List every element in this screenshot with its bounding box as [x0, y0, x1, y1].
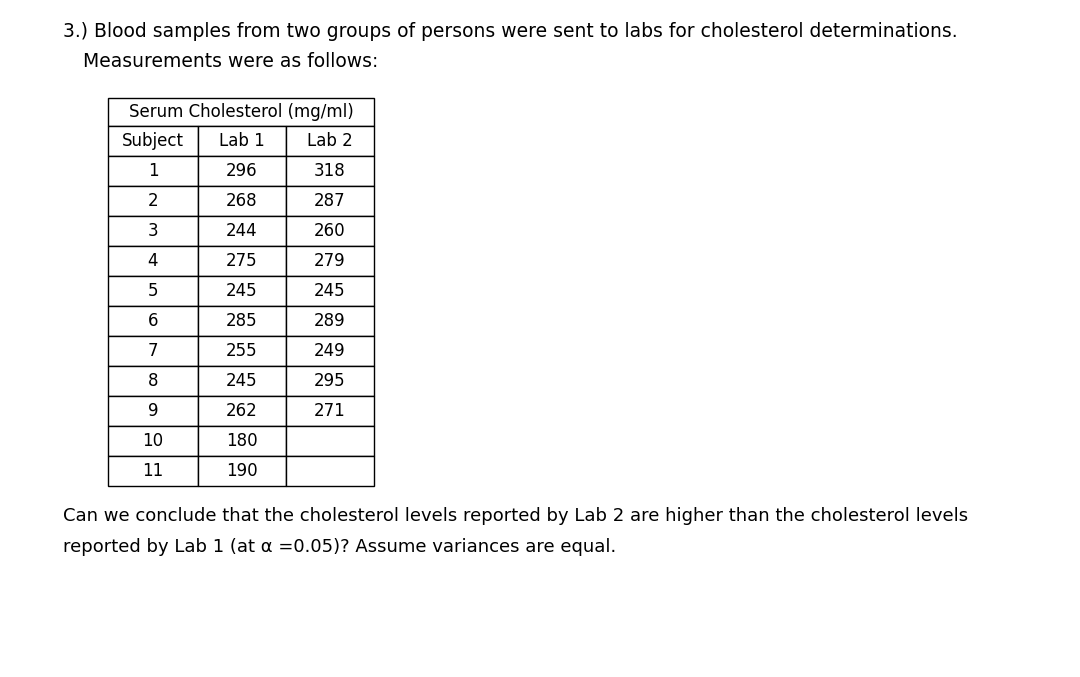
Bar — [198, 306, 286, 336]
Text: 11: 11 — [143, 462, 164, 480]
Bar — [286, 186, 374, 216]
Bar — [108, 98, 374, 126]
Text: 1: 1 — [148, 162, 159, 180]
Bar — [198, 246, 286, 276]
Bar — [286, 306, 374, 336]
Text: 3.) Blood samples from two groups of persons were sent to labs for cholesterol d: 3.) Blood samples from two groups of per… — [63, 22, 958, 41]
Text: 260: 260 — [314, 222, 346, 240]
Text: Serum Cholesterol (mg/ml): Serum Cholesterol (mg/ml) — [129, 103, 353, 121]
Bar — [108, 246, 198, 276]
Bar — [198, 156, 286, 186]
Text: 296: 296 — [226, 162, 258, 180]
Text: 2: 2 — [148, 192, 159, 210]
Text: 295: 295 — [314, 372, 346, 390]
Text: 275: 275 — [226, 252, 258, 270]
Bar — [286, 366, 374, 396]
Bar — [108, 306, 198, 336]
Bar — [286, 276, 374, 306]
Text: 190: 190 — [226, 462, 258, 480]
Bar — [198, 126, 286, 156]
Bar — [286, 246, 374, 276]
Text: 6: 6 — [148, 312, 159, 330]
Bar — [198, 336, 286, 366]
Bar — [198, 216, 286, 246]
Text: 245: 245 — [226, 282, 258, 300]
Text: 255: 255 — [226, 342, 258, 360]
Bar — [198, 276, 286, 306]
Bar — [198, 366, 286, 396]
Bar — [198, 396, 286, 426]
Text: 245: 245 — [226, 372, 258, 390]
Text: 3: 3 — [148, 222, 159, 240]
Bar — [108, 126, 198, 156]
Bar — [108, 396, 198, 426]
Bar — [108, 426, 198, 456]
Text: Lab 1: Lab 1 — [219, 132, 265, 150]
Bar — [108, 336, 198, 366]
Text: 268: 268 — [226, 192, 258, 210]
Text: Lab 2: Lab 2 — [307, 132, 353, 150]
Text: 5: 5 — [148, 282, 159, 300]
Bar — [108, 216, 198, 246]
Bar — [286, 456, 374, 486]
Text: 8: 8 — [148, 372, 159, 390]
Text: 271: 271 — [314, 402, 346, 420]
Text: 289: 289 — [314, 312, 346, 330]
Text: 9: 9 — [148, 402, 159, 420]
Bar — [286, 126, 374, 156]
Bar — [198, 186, 286, 216]
Text: 10: 10 — [143, 432, 163, 450]
Bar — [108, 366, 198, 396]
Text: 244: 244 — [226, 222, 258, 240]
Text: 245: 245 — [314, 282, 346, 300]
Text: reported by Lab 1 (at α =0.05)? Assume variances are equal.: reported by Lab 1 (at α =0.05)? Assume v… — [63, 538, 617, 556]
Text: 279: 279 — [314, 252, 346, 270]
Text: 7: 7 — [148, 342, 159, 360]
Bar — [198, 456, 286, 486]
Text: Measurements were as follows:: Measurements were as follows: — [83, 52, 378, 71]
Bar — [198, 426, 286, 456]
Bar — [286, 156, 374, 186]
Text: 318: 318 — [314, 162, 346, 180]
Text: 180: 180 — [226, 432, 258, 450]
Bar — [286, 426, 374, 456]
Text: 4: 4 — [148, 252, 159, 270]
Text: 249: 249 — [314, 342, 346, 360]
Text: 285: 285 — [226, 312, 258, 330]
Text: Can we conclude that the cholesterol levels reported by Lab 2 are higher than th: Can we conclude that the cholesterol lev… — [63, 507, 968, 525]
Bar — [286, 336, 374, 366]
Bar — [108, 456, 198, 486]
Bar — [286, 216, 374, 246]
Text: Subject: Subject — [122, 132, 184, 150]
Bar — [108, 186, 198, 216]
Bar — [108, 156, 198, 186]
Bar — [108, 276, 198, 306]
Text: 262: 262 — [226, 402, 258, 420]
Text: 287: 287 — [314, 192, 346, 210]
Bar — [286, 396, 374, 426]
